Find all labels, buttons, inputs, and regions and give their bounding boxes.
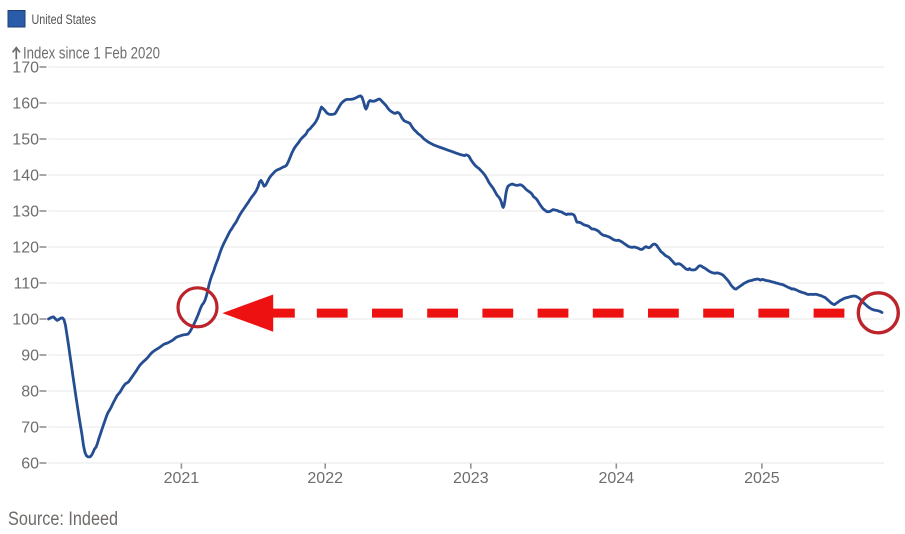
- svg-text:2022: 2022: [307, 470, 343, 487]
- svg-text:2025: 2025: [744, 470, 780, 487]
- svg-text:90: 90: [21, 348, 39, 365]
- svg-text:60: 60: [21, 456, 39, 473]
- svg-text:110: 110: [13, 276, 39, 293]
- svg-text:170: 170: [12, 60, 39, 77]
- svg-text:120: 120: [12, 240, 39, 257]
- svg-text:150: 150: [12, 132, 39, 149]
- svg-text:130: 130: [12, 204, 39, 221]
- svg-text:140: 140: [12, 168, 39, 185]
- svg-text:70: 70: [21, 420, 39, 437]
- svg-text:160: 160: [12, 96, 39, 113]
- svg-text:Index since 1 Feb 2020: Index since 1 Feb 2020: [23, 44, 160, 63]
- svg-text:Source: Indeed: Source: Indeed: [8, 508, 118, 530]
- svg-text:100: 100: [12, 312, 39, 329]
- svg-text:80: 80: [21, 384, 39, 401]
- svg-text:2023: 2023: [453, 470, 489, 487]
- svg-text:2021: 2021: [164, 470, 200, 487]
- svg-text:United States: United States: [32, 12, 97, 27]
- svg-text:2024: 2024: [599, 470, 635, 487]
